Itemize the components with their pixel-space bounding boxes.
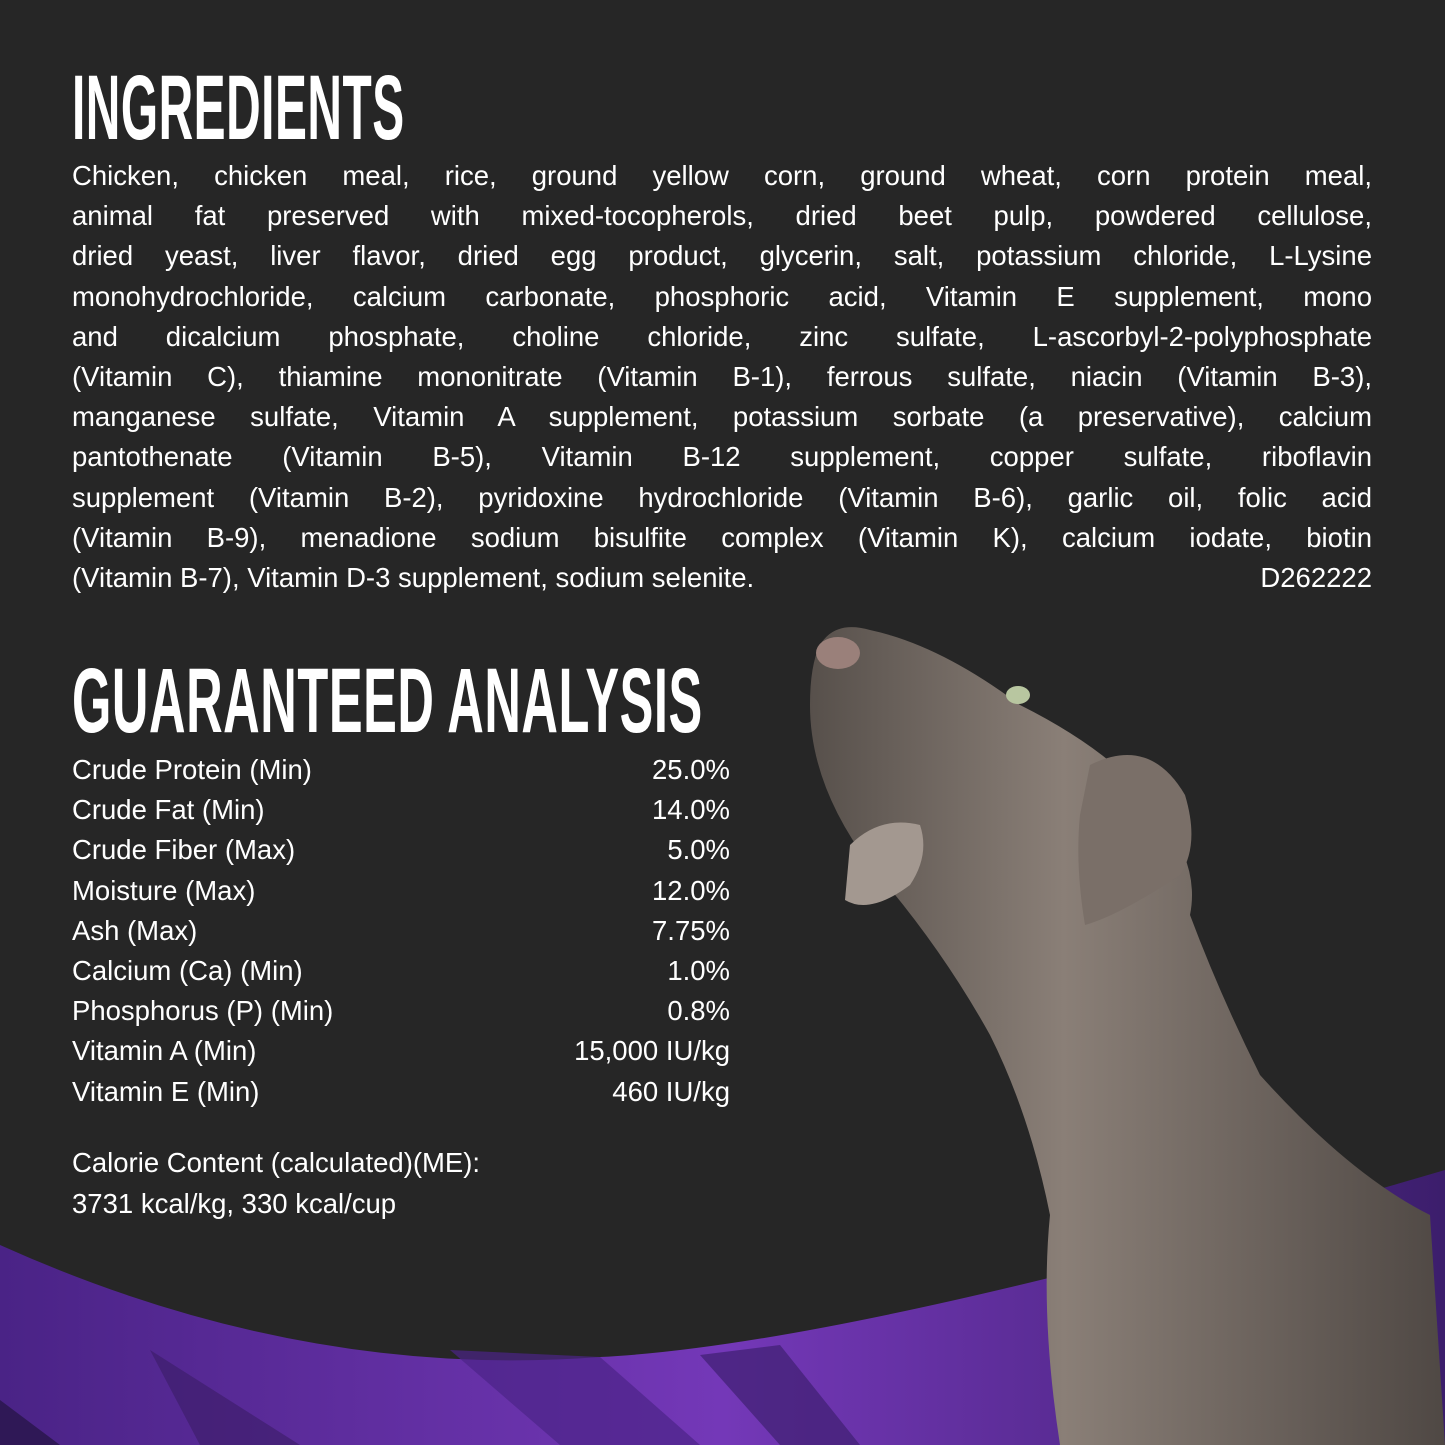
nutrient-value: 1.0% <box>667 954 730 986</box>
nutrient-value: 25.0% <box>652 754 730 785</box>
calorie-content: Calorie Content (calculated)(ME): 3731 k… <box>72 1142 480 1224</box>
ingredients-line: pantothenate (Vitamin B-5), Vitamin B-12… <box>72 441 1372 473</box>
analysis-table: Crude Protein (Min) 25.0% Crude Fat (Min)… <box>72 750 730 1112</box>
dog-photo <box>810 627 1445 1445</box>
ingredients-line: and dicalcium phosphate, choline chlorid… <box>72 320 1372 352</box>
nutrient-label: Ash (Max) <box>72 914 198 946</box>
analysis-row: Vitamin A (Min) 15,000 IU/kg <box>72 1031 730 1071</box>
ingredients-line: supplement (Vitamin B-2), pyridoxine hyd… <box>72 481 1372 513</box>
nutrient-label: Moisture (Max) <box>72 874 256 906</box>
analysis-row: Crude Fat (Min) 14.0% <box>72 790 730 830</box>
analysis-row: Vitamin E (Min) 460 IU/kg <box>72 1072 730 1112</box>
ingredients-line: (Vitamin B-9), menadione sodium bisulfit… <box>72 521 1372 553</box>
nutrient-label: Vitamin A (Min) <box>72 1035 257 1067</box>
nutrient-value: 12.0% <box>652 874 730 906</box>
analysis-row: Crude Fiber (Max) 5.0% <box>72 830 730 870</box>
nutrient-value: 5.0% <box>667 834 730 866</box>
guaranteed-analysis-heading: GUARANTEED ANALYSIS <box>72 650 703 752</box>
product-code: D262222 <box>1260 561 1372 593</box>
calorie-value: 3731 kcal/kg, 330 kcal/cup <box>72 1188 397 1219</box>
nutrient-label: Crude Protein (Min) <box>72 754 312 785</box>
ingredients-line: dried yeast, liver flavor, dried egg pro… <box>72 240 1372 272</box>
nutrient-value: 0.8% <box>667 995 730 1027</box>
nutrient-value: 14.0% <box>652 794 730 826</box>
nutrient-label: Vitamin E (Min) <box>72 1075 260 1107</box>
analysis-row: Crude Protein (Min) 25.0% <box>72 750 730 790</box>
analysis-row: Calcium (Ca) (Min) 1.0% <box>72 951 730 991</box>
nutrient-value: 460 IU/kg <box>612 1075 730 1107</box>
ingredients-list: Chicken, chicken meal, rice, ground yell… <box>72 156 1372 598</box>
ingredients-line: (Vitamin C), thiamine mononitrate (Vitam… <box>72 360 1372 392</box>
ingredients-line: Chicken, chicken meal, rice, ground yell… <box>72 160 1372 191</box>
nutrient-value: 7.75% <box>652 914 730 946</box>
analysis-row: Ash (Max) 7.75% <box>72 911 730 951</box>
analysis-row: Phosphorus (P) (Min) 0.8% <box>72 991 730 1031</box>
ingredients-line: animal fat preserved with mixed-tocopher… <box>72 200 1372 232</box>
ingredients-last-line: (Vitamin B-7), Vitamin D-3 supplement, s… <box>72 558 1372 598</box>
ingredients-line: manganese sulfate, Vitamin A supplement,… <box>72 401 1372 433</box>
nutrient-label: Crude Fat (Min) <box>72 794 265 826</box>
nutrient-value: 15,000 IU/kg <box>574 1035 730 1067</box>
analysis-row: Moisture (Max) 12.0% <box>72 871 730 911</box>
nutrient-label: Phosphorus (P) (Min) <box>72 995 334 1027</box>
ingredients-line: (Vitamin B-7), Vitamin D-3 supplement, s… <box>72 561 755 593</box>
nutrient-label: Crude Fiber (Max) <box>72 834 296 866</box>
nutrient-label: Calcium (Ca) (Min) <box>72 954 303 986</box>
dog-eye <box>1006 686 1030 704</box>
ingredients-line: monohydrochloride, calcium carbonate, ph… <box>72 280 1372 312</box>
ingredients-heading: INGREDIENTS <box>72 57 405 159</box>
calorie-label: Calorie Content (calculated)(ME): <box>72 1147 481 1178</box>
